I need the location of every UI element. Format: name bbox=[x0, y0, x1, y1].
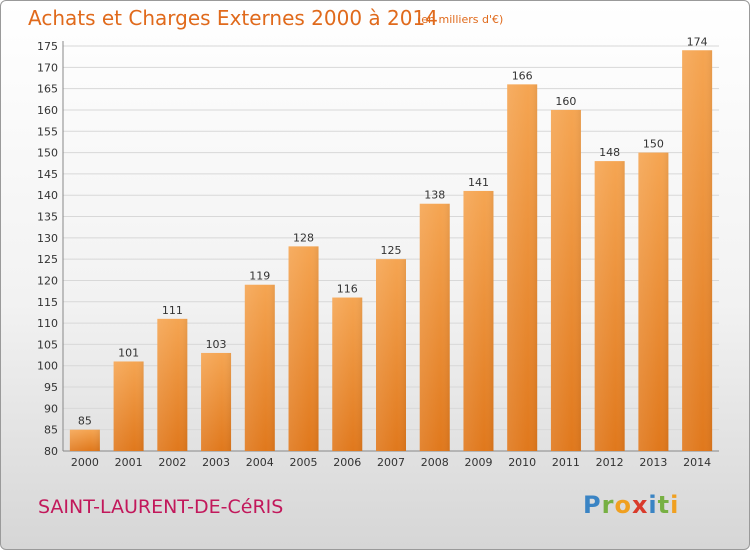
x-tick-label: 2008 bbox=[421, 456, 449, 469]
value-label: 174 bbox=[687, 35, 708, 48]
x-tick-label: 2010 bbox=[508, 456, 536, 469]
y-tick-label: 125 bbox=[37, 253, 58, 266]
bar-shade bbox=[157, 318, 188, 451]
y-tick-label: 80 bbox=[44, 445, 58, 458]
bar-shade bbox=[288, 246, 319, 451]
y-tick-label: 170 bbox=[37, 61, 58, 74]
y-tick-label: 175 bbox=[37, 40, 58, 53]
bar-shade bbox=[113, 361, 144, 451]
x-tick-label: 2012 bbox=[596, 456, 624, 469]
y-tick-label: 85 bbox=[44, 424, 58, 437]
bar-shade bbox=[463, 190, 494, 451]
y-tick-label: 140 bbox=[37, 189, 58, 202]
bar-shade bbox=[201, 352, 232, 451]
x-tick-label: 2013 bbox=[639, 456, 667, 469]
value-label: 150 bbox=[643, 138, 664, 151]
y-tick-label: 160 bbox=[37, 104, 58, 117]
value-label: 160 bbox=[555, 95, 576, 108]
value-label: 85 bbox=[78, 415, 92, 428]
bar-shade bbox=[638, 152, 669, 451]
value-label: 148 bbox=[599, 146, 620, 159]
x-tick-label: 2001 bbox=[115, 456, 143, 469]
bar-shade bbox=[550, 109, 581, 452]
value-labels: 85 101 111 103 119 128 116 125 138 141 166 160 148 15… bbox=[78, 35, 708, 427]
x-tick-label: 2011 bbox=[552, 456, 580, 469]
y-tick-label: 100 bbox=[37, 360, 58, 373]
y-tick-label: 90 bbox=[44, 402, 58, 415]
bars bbox=[69, 50, 713, 452]
bar-shade bbox=[594, 161, 625, 451]
y-tick-label: 145 bbox=[37, 168, 58, 181]
value-label: 166 bbox=[512, 69, 533, 82]
x-tick-label: 2009 bbox=[464, 456, 492, 469]
x-tick-label: 2004 bbox=[246, 456, 274, 469]
proxiti-logo: Proxiti bbox=[583, 491, 680, 519]
x-tick-label: 2006 bbox=[333, 456, 361, 469]
y-tick-label: 115 bbox=[37, 296, 58, 309]
y-tick-label: 110 bbox=[37, 317, 58, 330]
bar-shade bbox=[69, 429, 100, 451]
bar-shade bbox=[682, 50, 713, 452]
value-label: 116 bbox=[337, 283, 358, 296]
y-tick-label: 130 bbox=[37, 232, 58, 245]
y-tick-label: 105 bbox=[37, 338, 58, 351]
bar-shade bbox=[376, 259, 406, 451]
y-tick-labels: 80 85 90 95 100 105 110 115 120 125 130 135 140 145 15… bbox=[37, 40, 58, 458]
value-label: 141 bbox=[468, 176, 489, 189]
value-label: 128 bbox=[293, 231, 314, 244]
x-tick-label: 2003 bbox=[202, 456, 230, 469]
y-tick-label: 155 bbox=[37, 125, 58, 138]
x-tick-label: 2014 bbox=[683, 456, 711, 469]
y-tick-label: 165 bbox=[37, 83, 58, 96]
y-tick-label: 95 bbox=[44, 381, 58, 394]
value-label: 125 bbox=[381, 244, 402, 257]
bar-shade bbox=[507, 84, 538, 452]
place-name: SAINT-LAURENT-DE-CéRIS bbox=[38, 496, 284, 518]
chart-subtitle: (en milliers d'€) bbox=[417, 13, 504, 26]
bar-shade bbox=[419, 203, 450, 451]
y-tick-label: 120 bbox=[37, 274, 58, 287]
x-tick-label: 2007 bbox=[377, 456, 405, 469]
x-tick-label: 2000 bbox=[71, 456, 99, 469]
value-label: 138 bbox=[424, 189, 445, 202]
bar-shade bbox=[332, 297, 363, 451]
x-tick-label: 2005 bbox=[290, 456, 318, 469]
x-tick-labels: 2000 2001 2002 2003 2004 2005 2006 2007 2008 2009… bbox=[71, 456, 711, 469]
value-label: 103 bbox=[206, 338, 227, 351]
y-tick-label: 135 bbox=[37, 211, 58, 224]
value-label: 119 bbox=[249, 270, 270, 283]
value-label: 111 bbox=[162, 304, 183, 317]
value-label: 101 bbox=[118, 346, 139, 359]
chart-title: Achats et Charges Externes 2000 à 2014 bbox=[28, 6, 438, 30]
bar-shade bbox=[244, 284, 275, 451]
x-tick-label: 2002 bbox=[158, 456, 186, 469]
y-tick-label: 150 bbox=[37, 147, 58, 160]
